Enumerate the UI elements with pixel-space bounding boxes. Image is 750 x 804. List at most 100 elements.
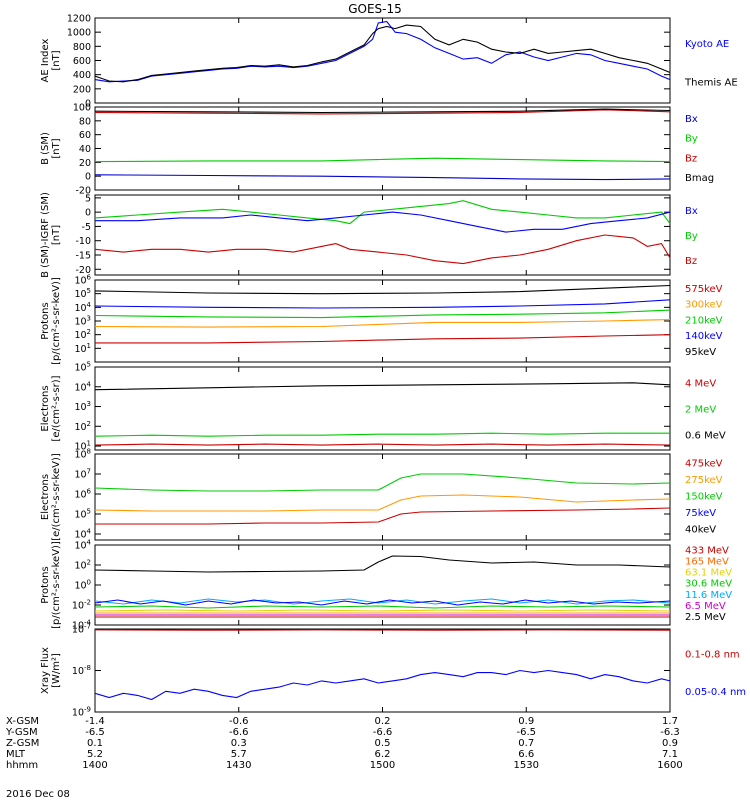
legend-label: Bmag — [685, 173, 714, 184]
legend-label: 210keV — [685, 315, 723, 326]
x-row-value: 1600 — [657, 760, 682, 771]
panel-frame — [95, 454, 670, 540]
y-tick-label: 20 — [79, 158, 91, 169]
x-row-label: Z-GSM — [6, 738, 39, 749]
panel-protons2: 10-410-2100102104Protons[p/(cm²-s-sr-keV… — [40, 539, 732, 632]
legend-label: Bx — [685, 206, 698, 217]
legend-label: 165 MeV — [685, 556, 729, 567]
y-tick-label: 400 — [73, 70, 91, 81]
x-row-value: 0.5 — [375, 738, 391, 749]
series-by — [95, 201, 670, 224]
y-tick-label: 105 — [74, 361, 91, 374]
panel-electrons1: 101102103104105Electrons[e/(cm²-s-sr)]4 … — [40, 361, 726, 453]
x-row-value: -6.3 — [660, 727, 680, 738]
panel-frame — [95, 195, 670, 275]
legend-label: By — [685, 231, 698, 242]
y-axis-label: [p/(cm²-s-sr-keV)] — [51, 541, 62, 629]
legend-label: 2 MeV — [685, 404, 716, 415]
y-tick-label: 101 — [74, 342, 91, 355]
series-4-mev — [95, 444, 670, 445]
y-axis-label: [nT] — [51, 138, 62, 158]
series-bz — [95, 235, 670, 264]
x-row-value: 1430 — [226, 760, 251, 771]
x-row-value: 5.7 — [231, 749, 247, 760]
legend-label: 40keV — [685, 525, 716, 536]
legend-label: 300keV — [685, 300, 723, 311]
series-40kev — [95, 508, 670, 524]
x-row-value: -0.6 — [229, 716, 249, 727]
y-tick-label: 103 — [74, 315, 91, 328]
y-tick-label: 100 — [74, 579, 91, 592]
y-axis-label: B (SM) — [40, 132, 51, 165]
y-axis-label: [nT] — [51, 225, 62, 245]
y-tick-label: 10-7 — [72, 623, 91, 636]
series-by — [95, 158, 670, 161]
y-tick-label: 1000 — [67, 28, 91, 39]
x-row-value: 0.1 — [87, 738, 103, 749]
panel-frame — [95, 629, 670, 712]
y-tick-label: -15 — [75, 251, 91, 262]
y-tick-label: 80 — [79, 116, 91, 127]
y-axis-label: Electrons — [40, 385, 51, 431]
legend-label: 140keV — [685, 331, 723, 342]
y-tick-label: 0 — [85, 172, 91, 183]
series-2-mev — [95, 433, 670, 436]
y-axis-label: Xray Flux — [40, 647, 51, 694]
legend-label: 0.6 MeV — [685, 430, 726, 441]
y-tick-label: 102 — [74, 420, 91, 433]
y-tick-label: 103 — [74, 400, 91, 413]
legend-label: 2.5 MeV — [685, 612, 726, 623]
y-tick-label: 107 — [74, 468, 91, 481]
panel-frame — [95, 367, 670, 450]
y-tick-label: 5 — [85, 193, 91, 204]
x-row-value: 5.2 — [87, 749, 103, 760]
y-tick-label: -5 — [82, 222, 91, 233]
panel-frame — [95, 107, 670, 190]
legend-label: 433 MeV — [685, 545, 729, 556]
x-row-value: 7.1 — [662, 749, 678, 760]
y-tick-label: 800 — [73, 42, 91, 53]
legend-label: 95keV — [685, 347, 716, 358]
x-row-value: -6.5 — [516, 727, 536, 738]
series-75kev — [95, 495, 670, 511]
series-433-mev — [95, 556, 670, 572]
series-bx — [95, 212, 670, 232]
x-row-label: MLT — [6, 749, 26, 760]
y-axis-label: [nT] — [51, 50, 62, 70]
x-row-value: 0.9 — [518, 716, 534, 727]
y-tick-label: 102 — [74, 328, 91, 341]
y-axis-label: Electrons — [40, 474, 51, 520]
y-tick-label: 105 — [74, 287, 91, 300]
y-tick-label: 60 — [79, 130, 91, 141]
legend-label: 275keV — [685, 475, 723, 486]
series-bx — [95, 175, 670, 180]
y-axis-label: [p/(cm²-s-sr-keV)] — [51, 277, 62, 365]
legend-label: 4 MeV — [685, 378, 716, 389]
y-tick-label: 106 — [74, 488, 91, 501]
y-axis-label: AE Index — [40, 38, 51, 82]
y-axis-label: Protons — [40, 302, 51, 339]
legend-label: By — [685, 134, 698, 145]
legend-label: 11.6 MeV — [685, 590, 732, 601]
series-210kev — [95, 310, 670, 318]
y-tick-label: 104 — [74, 380, 91, 393]
x-row-value: 1500 — [370, 760, 395, 771]
y-tick-label: 40 — [79, 144, 91, 155]
y-axis-label: B (SM)-IGRF (SM) — [40, 192, 51, 278]
y-tick-label: 0 — [85, 208, 91, 219]
x-row-value: -1.4 — [85, 716, 105, 727]
x-row-value: 6.2 — [375, 749, 391, 760]
panel-electrons2: 104105106107108Electrons[e/(cm²-s-sr-keV… — [40, 448, 723, 541]
x-row-label: X-GSM — [6, 716, 39, 727]
date-label: 2016 Dec 08 — [6, 789, 70, 800]
series-300kev — [95, 300, 670, 308]
legend-label: Bz — [685, 256, 697, 267]
y-axis-label: Protons — [40, 566, 51, 603]
y-axis-label: [e/(cm²-s-sr-keV)] — [51, 453, 62, 541]
y-axis-label: [W/m²] — [51, 653, 62, 688]
y-tick-label: 600 — [73, 56, 91, 67]
